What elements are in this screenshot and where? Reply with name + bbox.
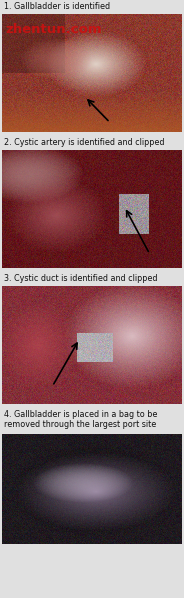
Text: 3. Cystic duct is identified and clipped: 3. Cystic duct is identified and clipped (4, 274, 157, 283)
Text: 4. Gallbladder is placed in a bag to be
removed through the largest port site: 4. Gallbladder is placed in a bag to be … (4, 410, 157, 429)
Text: 1. Gallbladder is identified: 1. Gallbladder is identified (4, 2, 110, 11)
Text: 2. Cystic artery is identified and clipped: 2. Cystic artery is identified and clipp… (4, 138, 164, 147)
Text: zhentun.com: zhentun.com (6, 23, 102, 36)
